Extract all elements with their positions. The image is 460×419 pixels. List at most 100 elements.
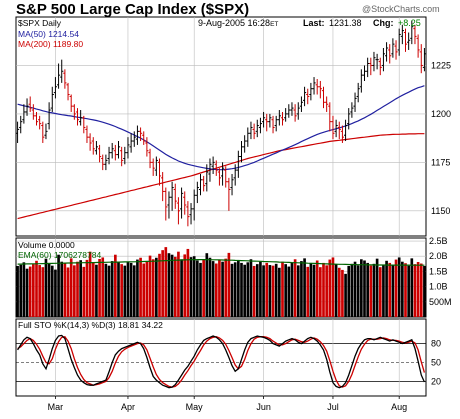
volume-bar [192,256,196,317]
volume-bar [360,259,363,317]
ma200-line [17,133,425,220]
volume-bar [391,264,395,317]
volume-bar [378,267,382,317]
volume-bar [259,261,262,317]
volume-bar [91,262,95,317]
stochastic-d-line [17,335,426,388]
chg-label: Chg: [373,18,394,28]
volume-bar [350,263,354,317]
volume-bar [419,263,423,317]
volume-bar [199,262,202,317]
stochastic-panel [15,318,427,397]
volume-bar [98,258,101,317]
x-tick-label: Mar [48,402,64,412]
volume-bar [325,265,328,317]
volume-bar [110,261,114,317]
volume-bar [423,265,426,317]
volume-bar [126,261,130,317]
volume-bar [274,263,278,317]
volume-bar [407,265,410,317]
chart-title: S&P 500 Large Cap Index ($SPX) [16,1,249,18]
timezone-label: ET [270,21,278,28]
price-legend-entry: MA(200) 1189.80 [18,39,83,49]
volume-bar [38,265,41,317]
volume-bar [293,259,297,317]
volume-bar [410,258,414,317]
volume-bar [41,267,45,317]
chg-value: +8.25 [398,18,421,28]
volume-bar [82,266,86,317]
volume-tick-label: 500M [429,297,452,307]
volume-bar [322,262,325,317]
volume-bar [265,262,269,317]
volume-bar [214,263,218,317]
volume-bar [189,257,193,317]
volume-bar [246,262,250,317]
volume-ema-line [17,259,425,266]
stochastic-k-line [17,334,425,389]
volume-bar [196,260,199,317]
last-value: 1231.38 [329,18,362,28]
volume-bar [136,259,139,317]
volume-bar [315,260,319,317]
price-moving-averages [17,85,425,220]
stochastic-tick-label: 80 [431,339,441,349]
stochastic-y-axis: 20 50 80 [431,339,441,387]
volume-bar [312,264,316,317]
volume-bar [243,264,246,317]
volume-bar [208,257,212,317]
volume-bar [88,251,92,317]
volume-bar [337,267,341,317]
price-tick-label: 1200 [431,109,451,119]
volume-bar [85,259,89,317]
volume-bar [79,260,82,317]
volume-bar [284,264,287,317]
x-tick-label: Apr [121,402,135,412]
date-label: 9-Aug-2005 16:28ET [198,18,278,28]
volume-bar [142,263,146,317]
volume-bar [139,257,142,317]
volume-bar [211,261,215,317]
volume-bar [224,258,228,317]
volume-bar [331,257,335,317]
volume-bar [319,267,322,317]
volume-bar [145,261,149,317]
volume-bar [148,255,152,317]
volume-tick-label: 2.0B [429,251,448,261]
volume-bar [123,265,127,317]
last-label: Last: [303,18,325,28]
volume-bar [16,265,19,317]
volume-bar [25,268,29,317]
volume-bar [60,261,64,317]
price-panel [15,16,427,237]
volume-bar [290,262,294,317]
watermark: @StockCharts.com [362,4,440,14]
volume-bar [363,260,366,317]
x-tick-label: Jun [256,402,271,412]
volume-bar [375,258,379,317]
volume-bar [32,264,35,317]
volume-bar [164,247,168,317]
volume-bar [57,254,60,317]
volume-bar [252,265,256,317]
volume-bar [344,273,347,317]
volume-bar [287,266,291,317]
volume-tick-label: 2.5B [429,236,448,246]
price-tick-label: 1225 [431,60,451,70]
volume-bar [401,261,404,317]
volume-bar [66,267,70,317]
volume-bar [296,265,300,317]
volume-bar [303,258,306,317]
stochastic-tick-label: 20 [431,376,441,386]
x-tick-label: Aug [391,402,407,412]
x-tick-label: May [186,402,204,412]
volume-bar [268,265,272,317]
ma50-line [17,85,425,171]
volume-bar [281,261,284,317]
volume-bar [129,262,133,317]
volume-bar [22,262,26,317]
volume-bar [186,248,190,317]
